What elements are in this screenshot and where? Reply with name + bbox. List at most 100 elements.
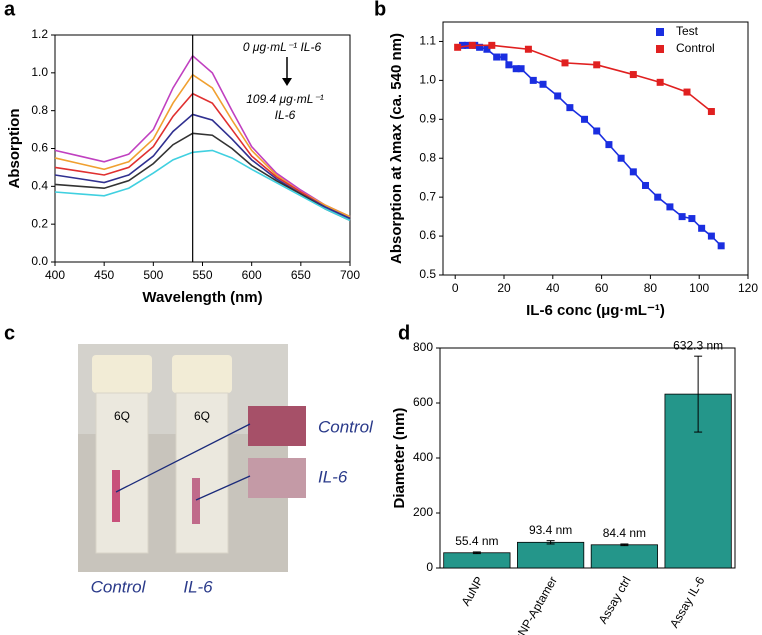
x-tick-label: 60	[595, 281, 609, 295]
value-label: 632.3 nm	[673, 338, 723, 352]
error-bar	[620, 543, 629, 547]
photo: c 6Q 6Q Control IL-6 Control IL-6	[4, 322, 374, 596]
x-tick-label: AuNP	[458, 574, 486, 608]
x-tick-label: 100	[689, 281, 709, 295]
point	[678, 213, 686, 221]
error-bar	[546, 540, 555, 545]
y-axis-title: Absorption	[6, 109, 23, 189]
y-tick-label: 200	[413, 505, 433, 519]
point	[629, 168, 637, 176]
x-tick-label: 450	[94, 268, 114, 282]
x-tick-label: 700	[340, 268, 360, 282]
point	[529, 76, 537, 84]
point	[688, 215, 696, 223]
arrow-head	[282, 78, 292, 86]
y-tick-label: 800	[413, 340, 433, 354]
x-tick-label: 550	[192, 268, 212, 282]
point	[581, 115, 589, 123]
y-tick-label: 400	[413, 450, 433, 464]
y-tick-label: 600	[413, 395, 433, 409]
spectrum	[54, 113, 351, 220]
value-label: 93.4 nm	[529, 523, 572, 537]
panel-label: c	[4, 322, 15, 344]
value-label: 55.4 nm	[455, 534, 498, 548]
x-tick-label: Assay IL-6	[667, 574, 708, 630]
panel-label: d	[398, 322, 410, 344]
y-tick-label: 0.0	[31, 254, 48, 268]
x-tick-label: 20	[497, 281, 511, 295]
point	[566, 104, 574, 112]
point	[707, 232, 715, 240]
swatch	[248, 458, 306, 498]
spectrum	[54, 54, 351, 218]
point	[488, 41, 496, 49]
spectrum	[54, 132, 351, 222]
point	[656, 78, 664, 86]
annotation: IL-6	[275, 108, 296, 122]
y-tick-label: 1.0	[419, 73, 436, 87]
cuvette-cap	[92, 355, 152, 393]
x-tick-label: 120	[738, 281, 758, 295]
point	[505, 61, 513, 69]
y-tick-label: 0.4	[31, 179, 48, 193]
x-tick-label: AuNP-Aptamer	[507, 574, 559, 635]
cap-mark: 6Q	[194, 409, 210, 423]
bar	[590, 544, 658, 569]
bar	[443, 552, 511, 569]
point	[524, 45, 532, 53]
point	[554, 92, 562, 100]
point	[561, 59, 569, 67]
point	[698, 224, 706, 232]
point	[539, 80, 547, 88]
error-bar	[472, 551, 481, 555]
plot-frame	[442, 21, 749, 276]
x-axis-title: Wavelength (nm)	[142, 289, 262, 306]
point	[617, 154, 625, 162]
point	[683, 88, 691, 96]
point	[483, 45, 491, 53]
cuvette-cap	[172, 355, 232, 393]
point	[593, 127, 601, 135]
y-tick-label: 0.6	[31, 141, 48, 155]
panel-label: a	[4, 0, 16, 20]
point	[454, 43, 462, 51]
point	[512, 65, 520, 73]
legend-swatch	[656, 28, 664, 36]
point	[459, 41, 467, 49]
pointer	[115, 423, 251, 493]
x-tick-label: 650	[291, 268, 311, 282]
x-tick-label: 500	[143, 268, 163, 282]
x-tick-label: Assay ctrl	[596, 574, 634, 626]
spectrum	[54, 92, 351, 220]
y-tick-label: 0	[426, 560, 433, 574]
y-tick-label: 1.1	[419, 34, 436, 48]
y-tick-label: 0.7	[419, 189, 436, 203]
point	[468, 41, 476, 49]
x-tick-label: 400	[45, 268, 65, 282]
y-tick-label: 1.2	[31, 27, 48, 41]
point	[500, 53, 508, 61]
point	[593, 61, 601, 69]
point	[493, 53, 501, 61]
y-axis-title: Absorption at λmax (ca. 540 nm)	[388, 33, 405, 264]
cap-mark: 6Q	[114, 409, 130, 423]
point	[717, 242, 725, 250]
swatch-label: Control	[318, 417, 374, 436]
x-tick-label: 0	[452, 281, 459, 295]
x-axis-title: IL-6 conc (μg·mL⁻¹)	[526, 302, 665, 319]
y-tick-label: 0.9	[419, 111, 436, 125]
point	[642, 181, 650, 189]
fit-line	[457, 44, 712, 113]
cuvette	[175, 392, 229, 554]
y-tick-label: 0.5	[419, 267, 436, 281]
legend-swatch	[656, 45, 664, 53]
y-tick-label: 1.0	[31, 65, 48, 79]
point	[476, 43, 484, 51]
x-tick-label: 80	[644, 281, 658, 295]
y-tick-label: 0.8	[31, 103, 48, 117]
x-tick-label: 40	[546, 281, 560, 295]
plot-frame	[54, 34, 351, 263]
pointer	[195, 475, 251, 501]
legend-label: Control	[676, 41, 715, 55]
